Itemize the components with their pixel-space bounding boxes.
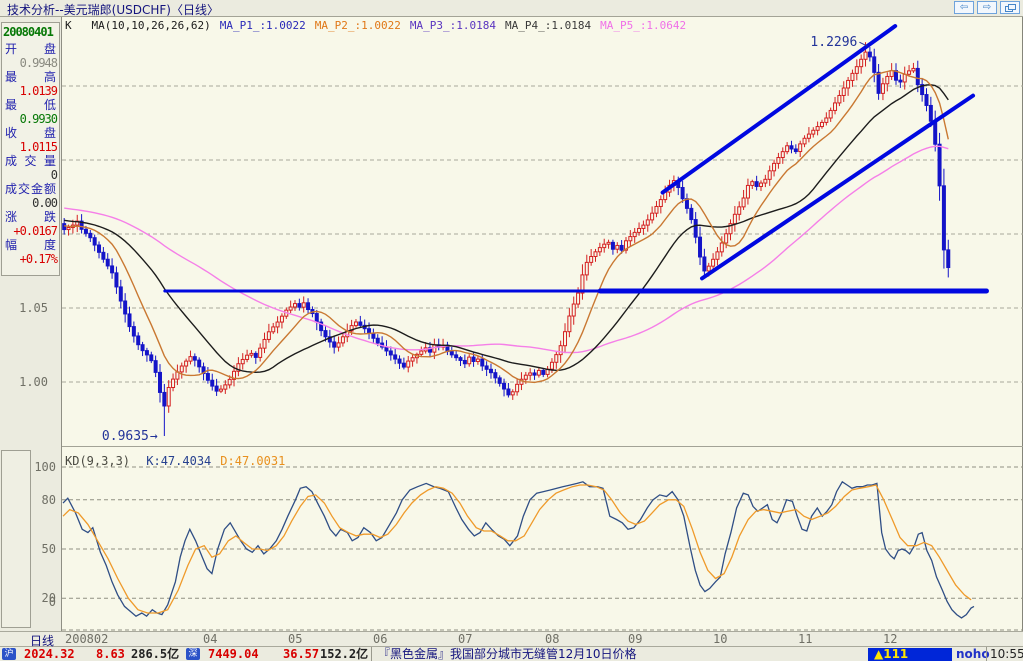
kd-tick-label: 50 (41, 542, 56, 556)
indicator-value: MA_P1_:1.0022 (219, 19, 306, 32)
shenzhen-change: 36.57 (283, 647, 320, 661)
quote-row-label: 最 高 (5, 70, 56, 84)
shenzhen-turnover: 152.2亿 (320, 647, 369, 661)
quote-row-label: 涨 跌 (5, 210, 56, 224)
alert-badge[interactable]: ▲111 (868, 648, 952, 661)
quote-row-label: 成交量 (5, 154, 56, 168)
x-axis: 日线 200802 04 05 06 07 08 09 10 11 12 (0, 631, 1023, 648)
indicator-value: MA_P2_:1.0022 (314, 19, 401, 32)
window-arrange-button[interactable] (1000, 1, 1020, 14)
kd-indicator-panel: KD(9,3,3) K:47.4034 D:47.0031 (62, 447, 1023, 631)
shanghai-change: 8.63 (96, 647, 125, 661)
price-tick-label: 1.00 (19, 375, 48, 389)
username: noho (956, 647, 990, 661)
x-tick-label: 06 (373, 632, 388, 646)
shanghai-exchange-icon: 沪 (2, 648, 16, 660)
indicator-name: KD(9,3,3) (65, 454, 138, 468)
svg-text:1.2296: 1.2296 (810, 35, 857, 50)
quote-row-label: 幅 度 (5, 238, 56, 252)
scroll-left-button[interactable]: ⇦ (954, 1, 974, 14)
ma-indicator-header: K MA(10,10,26,26,62) MA_P1_:1.0022 MA_P2_:… (65, 19, 686, 32)
x-tick-label: 08 (545, 632, 560, 646)
svg-text:→: → (150, 429, 158, 444)
status-bar: 沪 2024.32 8.63 286.5亿深 7449.04 36.57 152.2亿 『黑色… (0, 647, 1023, 661)
svg-text:0.9635: 0.9635 (102, 429, 149, 444)
indicator-value: D:47.0031 (220, 454, 286, 468)
quote-row-value: 1.0115 (19, 140, 58, 154)
quote-row-value: +0.17% (19, 252, 58, 266)
x-tick-label: 10 (713, 632, 728, 646)
window-title: 技术分析--美元瑞郎(USDCHF)〈日线〉 (7, 3, 219, 17)
clock: 10:55 (990, 647, 1023, 661)
quote-row-label: 收 盘 (5, 126, 56, 140)
shanghai-index: 2024.32 (24, 647, 75, 661)
quote-rows: 开 盘 0.9948 最 高 1.0139 最 低 0.9930 收 盘 1.0115 成交量 0… (2, 42, 59, 266)
kd-chart (62, 466, 1023, 631)
quote-row-value: +0.0167 (13, 224, 58, 238)
indicator-value: MA_P4_:1.0184 (504, 19, 592, 32)
quote-row-value: 1.0139 (19, 84, 58, 98)
quote-row-label: 最 低 (5, 98, 56, 112)
period-label[interactable]: 日线 (30, 634, 55, 648)
kd-side-box (1, 450, 31, 628)
overlapping-windows-icon (1005, 4, 1016, 12)
status-divider (371, 647, 372, 661)
shenzhen-exchange-icon: 深 (186, 648, 200, 660)
quote-date: 20080401 (3, 25, 54, 39)
kd-indicator-header: KD(9,3,3) K:47.4034 D:47.0031 (65, 454, 285, 468)
kd-tick-label: 0 (48, 595, 56, 609)
kd-tick-label: 20 (41, 591, 56, 606)
x-tick-label: 09 (628, 632, 643, 646)
shenzhen-index: 7449.04 (208, 647, 259, 661)
title-bar: 技术分析--美元瑞郎(USDCHF)〈日线〉 ⇦ ⇨ (0, 0, 1023, 17)
scroll-right-button[interactable]: ⇨ (977, 1, 997, 14)
quote-row-value: 0.00 (32, 196, 58, 210)
x-tick-label: 05 (288, 632, 303, 646)
candlestick-chart: 1.2296 0.9635 → (62, 24, 1023, 444)
main-price-chart: 1.2296 0.9635 → K MA(10,10,26,26,62) MA_P1_… (62, 17, 1023, 447)
shanghai-turnover: 286.5亿 (131, 647, 180, 661)
x-tick-label: 200802 (65, 632, 109, 646)
x-tick-label: 12 (883, 632, 898, 646)
quote-row-label: 开 盘 (5, 42, 56, 56)
x-tick-label: 04 (203, 632, 218, 646)
status-divider (986, 647, 987, 661)
indicator-value: K:47.4034 (146, 454, 212, 468)
arrow-left-icon: ⇦ (959, 2, 969, 13)
quote-row-value: 0.9948 (19, 56, 58, 70)
quote-row-value: 0.9930 (19, 112, 58, 126)
x-tick-label: 11 (798, 632, 813, 646)
price-tick-label: 1.05 (19, 301, 48, 315)
kd-tick-label: 100 (34, 460, 56, 474)
indicator-value: MA_P5_:1.0642 (600, 19, 687, 32)
arrow-right-icon: ⇨ (982, 2, 992, 13)
news-ticker[interactable]: 『黑色金属』我国部分城市无缝管12月10日价格 (378, 647, 637, 661)
x-tick-label: 07 (458, 632, 473, 646)
quote-row-value: 0 (50, 168, 58, 182)
quote-row-label: 成交金额 (5, 182, 56, 196)
titlebar-buttons: ⇦ ⇨ (954, 1, 1020, 14)
indicator-value: MA_P3_:1.0184 (409, 19, 496, 32)
indicator-name: K MA(10,10,26,26,62) (65, 19, 211, 32)
kd-tick-label: 80 (41, 492, 56, 507)
